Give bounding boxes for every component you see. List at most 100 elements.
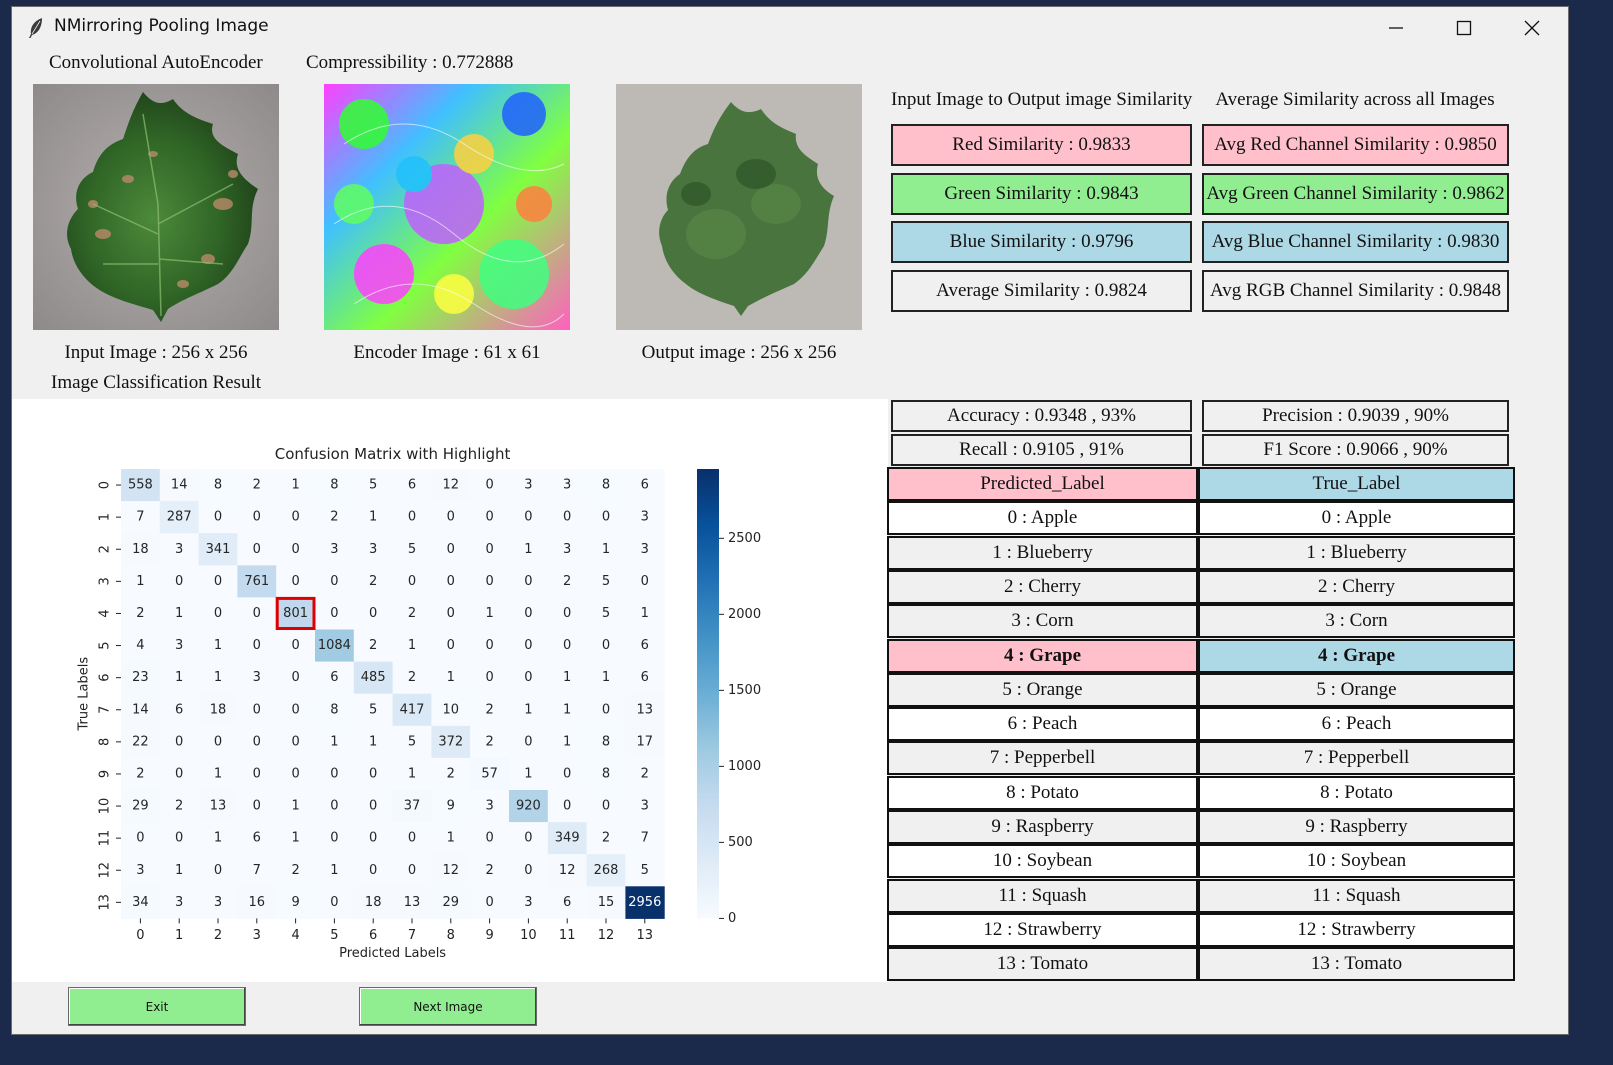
heatmap-cell (431, 661, 471, 695)
close-icon (1524, 20, 1540, 36)
heatmap-cell (586, 629, 626, 663)
cell-label: 2 (369, 638, 377, 653)
x-tick-label: 0 (136, 928, 144, 943)
true-label-row: 13 : Tomato (1198, 947, 1515, 981)
output-image (616, 84, 862, 330)
heatmap-cell (276, 501, 316, 534)
heatmap-cell (315, 629, 355, 663)
cell-label: 0 (291, 574, 299, 589)
cell-label: 13 (404, 895, 421, 910)
heatmap-cell (276, 886, 316, 919)
heatmap-cell (237, 725, 277, 759)
heatmap-cell (159, 533, 200, 566)
heatmap-cell (392, 854, 432, 887)
blue-similarity: Blue Similarity : 0.9796 (891, 221, 1192, 263)
heatmap-cell (159, 469, 200, 502)
cell-label: 1 (524, 542, 532, 557)
maximize-button[interactable] (1430, 7, 1498, 49)
avg-similarity-title: Average Similarity across all Images (1215, 89, 1495, 110)
exit-button[interactable]: Exit (68, 987, 246, 1026)
cell-label: 801 (283, 606, 308, 621)
cell-label: 0 (253, 638, 261, 653)
heatmap-cell (509, 661, 549, 695)
cell-label: 3 (641, 542, 649, 557)
heatmap-cell (392, 629, 432, 663)
heatmap-cell (276, 854, 316, 887)
heatmap-cell (276, 597, 316, 630)
cell-label: 0 (563, 606, 571, 621)
heatmap-cell (509, 790, 549, 823)
cell-label: 8 (602, 734, 610, 749)
heatmap-cell (276, 629, 316, 663)
cell-label: 2 (369, 574, 377, 589)
cell-label: 2 (485, 863, 493, 878)
heatmap-cell (353, 822, 394, 855)
heatmap-cell (392, 597, 432, 630)
heatmap-cell (198, 533, 238, 566)
heatmap-cell (586, 886, 626, 919)
next-image-button[interactable]: Next Image (359, 987, 537, 1026)
cell-label: 287 (167, 510, 192, 525)
close-button[interactable] (1498, 7, 1566, 49)
heatmap-cell (198, 790, 238, 823)
heatmap-cell (586, 565, 626, 598)
heatmap-cell (159, 597, 200, 630)
heatmap-cell (431, 886, 471, 919)
predicted-label-row: 6 : Peach (887, 707, 1198, 741)
heatmap-cell (586, 757, 626, 791)
avg-rgb-similarity: Avg RGB Channel Similarity : 0.9848 (1202, 270, 1509, 312)
predicted-label-row: 2 : Cherry (887, 570, 1198, 604)
heatmap-cell (586, 533, 626, 566)
heatmap-cell (315, 854, 355, 887)
heatmap-cell (547, 533, 588, 566)
heatmap-cell (315, 822, 355, 855)
avg-red-similarity: Avg Red Channel Similarity : 0.9850 (1202, 124, 1509, 166)
cell-label: 17 (637, 734, 654, 749)
cell-label: 6 (563, 895, 571, 910)
heatmap-cell (547, 854, 588, 887)
minimize-button[interactable] (1362, 7, 1430, 49)
cell-label: 0 (369, 766, 377, 781)
cell-label: 1 (175, 606, 183, 621)
heatmap-cell (198, 854, 238, 887)
heatmap-cell (470, 886, 510, 919)
heatmap-cell (159, 725, 200, 759)
y-axis-label: True Labels (77, 657, 92, 732)
heatmap-cell (392, 501, 432, 534)
true-label-row: 8 : Potato (1198, 776, 1515, 810)
heatmap-cell (431, 757, 471, 791)
heatmap-cell (121, 533, 161, 566)
cell-label: 0 (524, 863, 532, 878)
cell-label: 0 (524, 606, 532, 621)
heatmap-cell (237, 469, 277, 502)
predicted-label-row: 11 : Squash (887, 879, 1198, 913)
f1-metric: F1 Score : 0.9066 , 90% (1202, 434, 1509, 466)
cell-label: 0 (330, 574, 338, 589)
heatmap-cell (470, 854, 510, 887)
heatmap-cell (509, 822, 549, 855)
cell-label: 1 (136, 574, 144, 589)
heatmap-cell (586, 854, 626, 887)
cell-label: 16 (249, 895, 266, 910)
cell-label: 3 (524, 478, 532, 493)
cell-label: 1 (214, 638, 222, 653)
cell-label: 0 (330, 799, 338, 814)
cell-label: 6 (175, 702, 183, 717)
cell-label: 0 (563, 799, 571, 814)
cell-label: 1 (485, 606, 493, 621)
cell-label: 0 (485, 574, 493, 589)
avg-green-similarity: Avg Green Channel Similarity : 0.9862 (1202, 173, 1509, 215)
cell-label: 1 (330, 863, 338, 878)
y-tick-label: 5 (98, 641, 113, 649)
maximize-icon (1456, 20, 1472, 36)
heatmap-cell (625, 822, 665, 855)
predicted-label-row: 3 : Corn (887, 604, 1198, 638)
cell-label: 0 (524, 670, 532, 685)
average-similarity: Average Similarity : 0.9824 (891, 270, 1192, 312)
heatmap-cell (198, 822, 238, 855)
cell-label: 6 (253, 831, 261, 846)
cell-label: 7 (253, 863, 261, 878)
heatmap-cell (198, 757, 238, 791)
y-tick-label: 1 (98, 513, 113, 521)
io-similarity-title: Input Image to Output image Similarity (891, 89, 1193, 110)
